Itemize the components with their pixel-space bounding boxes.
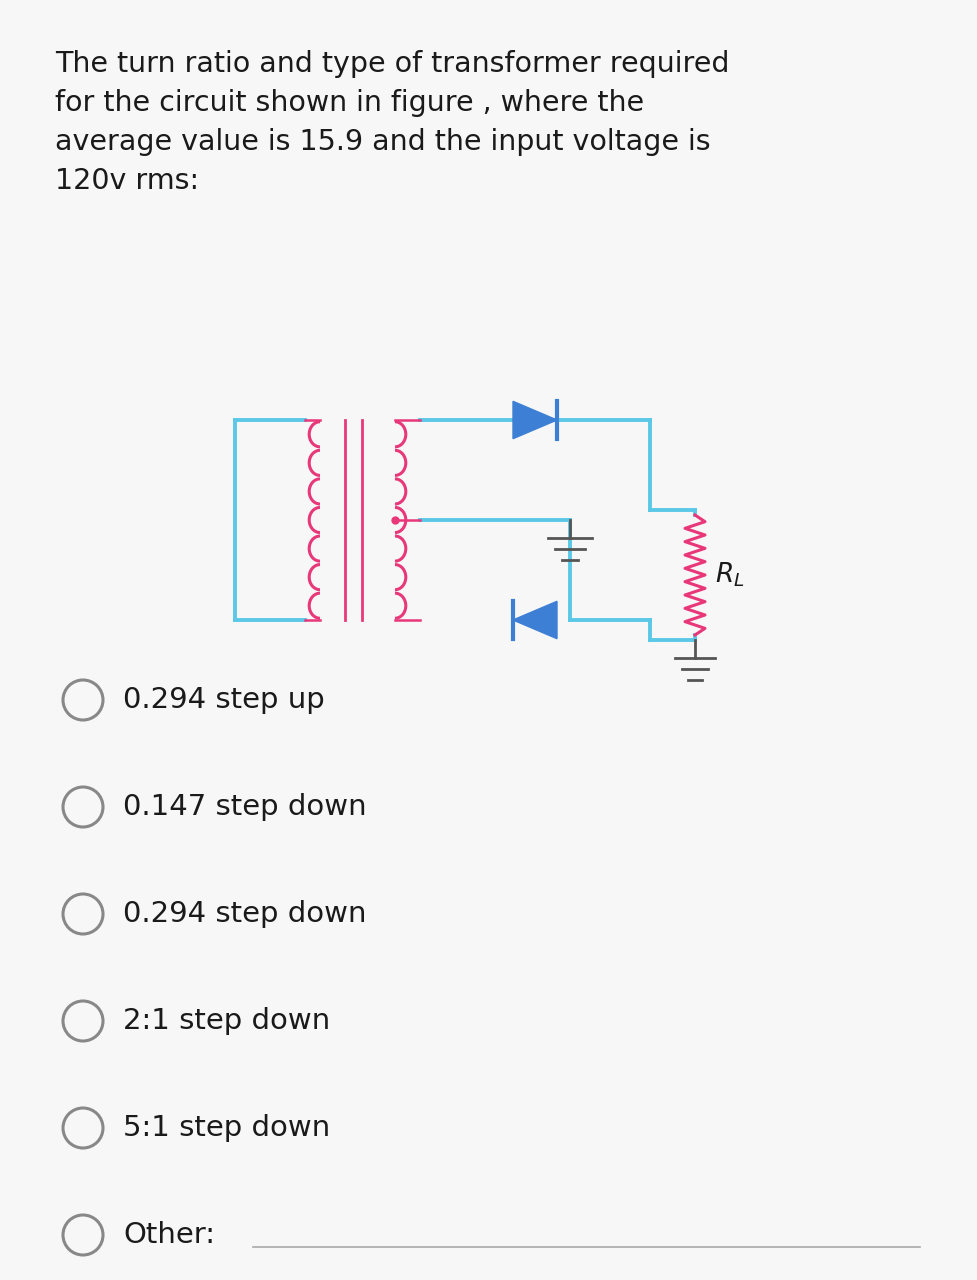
Text: $R_L$: $R_L$ <box>714 561 743 589</box>
Polygon shape <box>513 402 557 439</box>
Polygon shape <box>513 602 557 639</box>
Text: 0.294 step down: 0.294 step down <box>123 900 366 928</box>
Text: 2:1 step down: 2:1 step down <box>123 1007 330 1036</box>
Text: 5:1 step down: 5:1 step down <box>123 1114 330 1142</box>
Text: The turn ratio and type of transformer required
for the circuit shown in figure : The turn ratio and type of transformer r… <box>55 50 729 195</box>
Text: 0.294 step up: 0.294 step up <box>123 686 324 714</box>
Text: Other:: Other: <box>123 1221 215 1249</box>
Text: 0.147 step down: 0.147 step down <box>123 794 366 820</box>
